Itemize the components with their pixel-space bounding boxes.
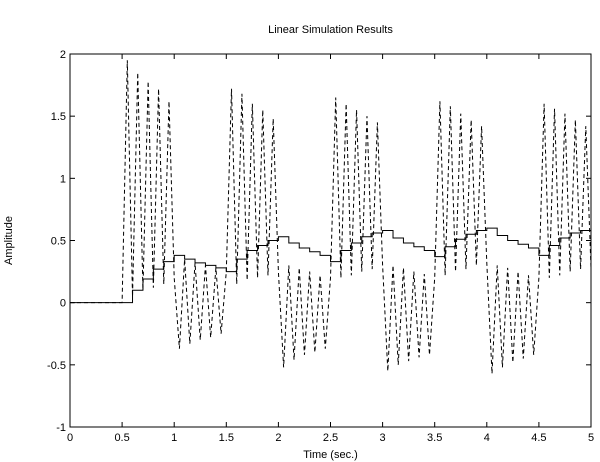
y-tick-label: 0	[60, 298, 66, 310]
y-tick-label: 0.5	[51, 236, 66, 248]
series-layer	[70, 60, 592, 374]
x-tick-label: 2	[275, 432, 281, 444]
x-tick-label: 4.5	[531, 432, 546, 444]
x-tick-label: 3.5	[427, 432, 442, 444]
x-tick-label: 2.5	[323, 432, 338, 444]
y-tick-label: -0.5	[47, 360, 66, 372]
series-line-1-solid	[70, 227, 591, 304]
y-tick-label: 1.5	[51, 111, 66, 123]
y-tick-label: -1	[56, 422, 66, 434]
y-axis-label: Amplitude	[3, 216, 15, 265]
x-tick-label: 0.5	[114, 432, 129, 444]
x-tick-label: 5	[588, 432, 594, 444]
x-tick-label: 1	[171, 432, 177, 444]
x-tick-label: 4	[484, 432, 490, 444]
x-axis-label: Time (sec.)	[303, 449, 358, 461]
y-tick-label: 1	[60, 173, 66, 185]
x-tick-label: 0	[67, 432, 73, 444]
x-tick-label: 1.5	[219, 432, 234, 444]
x-tick-label: 3	[380, 432, 386, 444]
y-tick-label: 2	[60, 49, 66, 61]
chart-title: Linear Simulation Results	[268, 24, 393, 36]
axis-ticks: 0 0.5 1 1.5 2 2.5 3 3.5 4 4.5 5 -1 -0.5 0 0.5 1 1.5 2	[47, 49, 594, 444]
series-line-2-dashed	[70, 60, 592, 374]
